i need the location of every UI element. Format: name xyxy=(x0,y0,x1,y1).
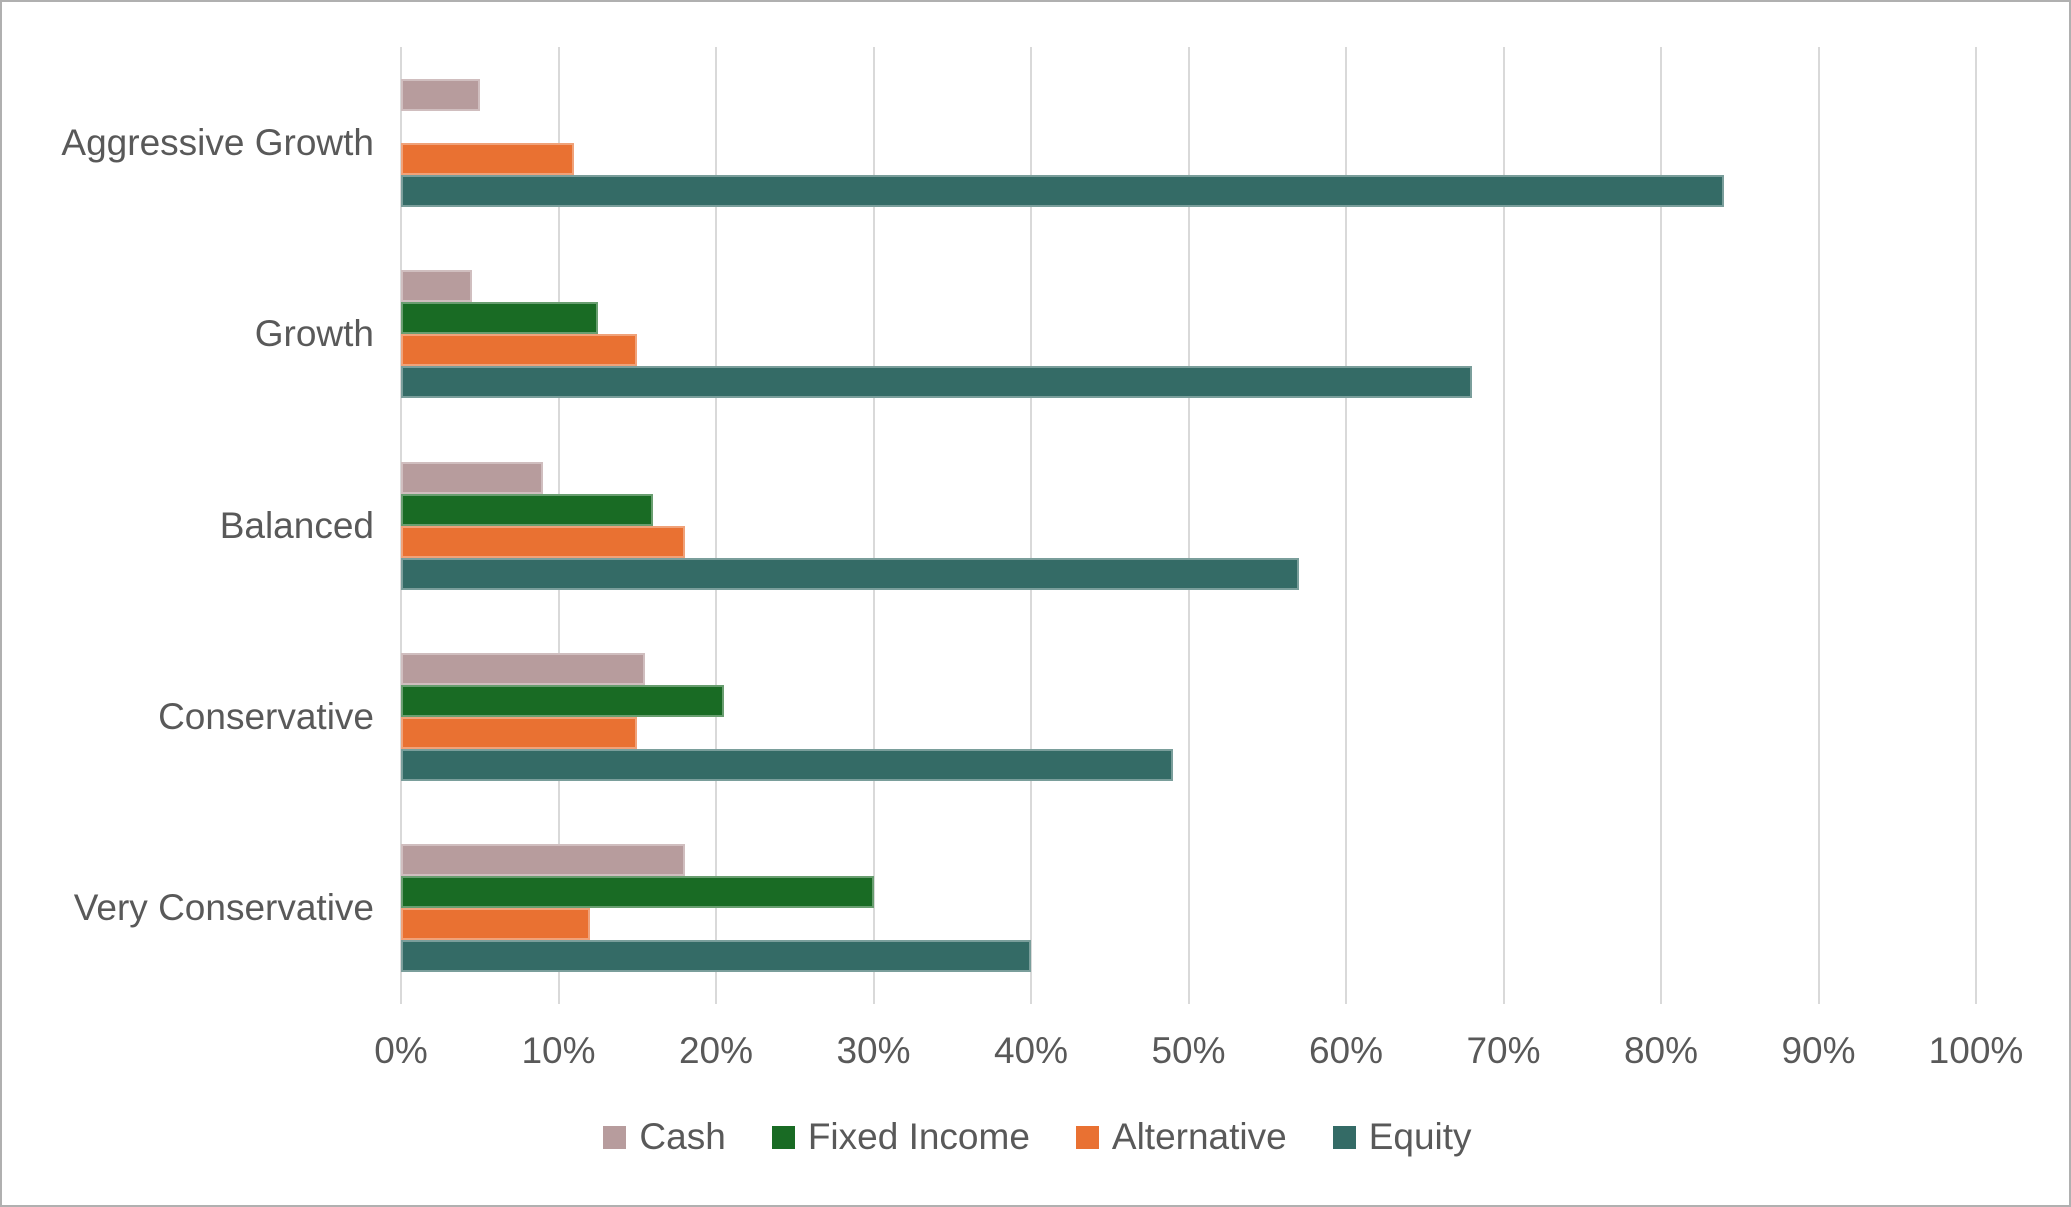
x-tick-label: 50% xyxy=(1151,1030,1226,1071)
legend-swatch-alternative xyxy=(1075,1125,1099,1149)
x-tick-label: 100% xyxy=(1928,1030,2024,1071)
bar-cash xyxy=(401,461,543,494)
x-tick-label: 30% xyxy=(836,1030,911,1071)
bar-cash xyxy=(401,270,472,303)
legend-label: Cash xyxy=(639,1116,726,1157)
bar-alternative xyxy=(401,716,638,749)
gridline xyxy=(872,47,875,1004)
bar-alternative xyxy=(401,525,685,558)
category-label: Aggressive Growth xyxy=(61,121,374,163)
bar-cash xyxy=(401,652,646,685)
gridline xyxy=(1345,47,1347,1004)
x-tick-label: 10% xyxy=(521,1030,596,1071)
x-tick-label: 80% xyxy=(1623,1030,1699,1071)
bar-cash xyxy=(401,78,480,111)
legend-label: Alternative xyxy=(1111,1116,1287,1157)
bar-equity xyxy=(401,557,1299,590)
x-tick-label: 70% xyxy=(1466,1030,1541,1071)
bar-equity xyxy=(401,366,1472,399)
legend-swatch-cash xyxy=(603,1125,627,1149)
category-label: Growth xyxy=(254,313,374,355)
x-tick-label: 0% xyxy=(374,1030,428,1071)
bar-alternative xyxy=(401,142,575,175)
bar-fixed-income xyxy=(401,876,874,909)
legend-item: Equity xyxy=(1332,1114,1472,1160)
legend-item: Cash xyxy=(603,1114,726,1160)
x-tick-label: 90% xyxy=(1781,1030,1856,1071)
bar-fixed-income xyxy=(401,493,653,526)
category-label: Conservative xyxy=(158,695,374,737)
bar-equity xyxy=(401,748,1173,781)
category-label: Very Conservative xyxy=(73,887,374,929)
x-tick-label: 40% xyxy=(993,1030,1069,1071)
bar-fixed-income xyxy=(401,302,598,335)
legend-item: Fixed Income xyxy=(771,1114,1030,1160)
gridline xyxy=(1030,47,1032,1004)
legend-label: Fixed Income xyxy=(807,1116,1030,1157)
category-label: Balanced xyxy=(219,504,374,546)
bar-equity xyxy=(401,174,1724,207)
bar-alternative xyxy=(401,908,590,941)
legend-swatch-fixed-income xyxy=(771,1125,795,1149)
gridline xyxy=(1817,47,1820,1004)
legend-item: Alternative xyxy=(1075,1114,1287,1160)
gridline xyxy=(715,47,717,1004)
gridline xyxy=(1660,47,1662,1004)
legend-swatch-equity xyxy=(1332,1125,1356,1149)
gridline xyxy=(1975,47,1977,1004)
bar-equity xyxy=(401,940,1031,973)
chart-legend: Cash Fixed Income Alternative Equity xyxy=(2,1114,2069,1160)
x-tick-label: 20% xyxy=(678,1030,754,1071)
bar-fixed-income xyxy=(401,684,724,717)
bar-alternative xyxy=(401,334,638,367)
bar-cash xyxy=(401,844,685,877)
legend-label: Equity xyxy=(1368,1116,1472,1157)
gridline xyxy=(1502,47,1505,1004)
x-tick-label: 60% xyxy=(1308,1030,1384,1071)
gridline xyxy=(1187,47,1190,1004)
